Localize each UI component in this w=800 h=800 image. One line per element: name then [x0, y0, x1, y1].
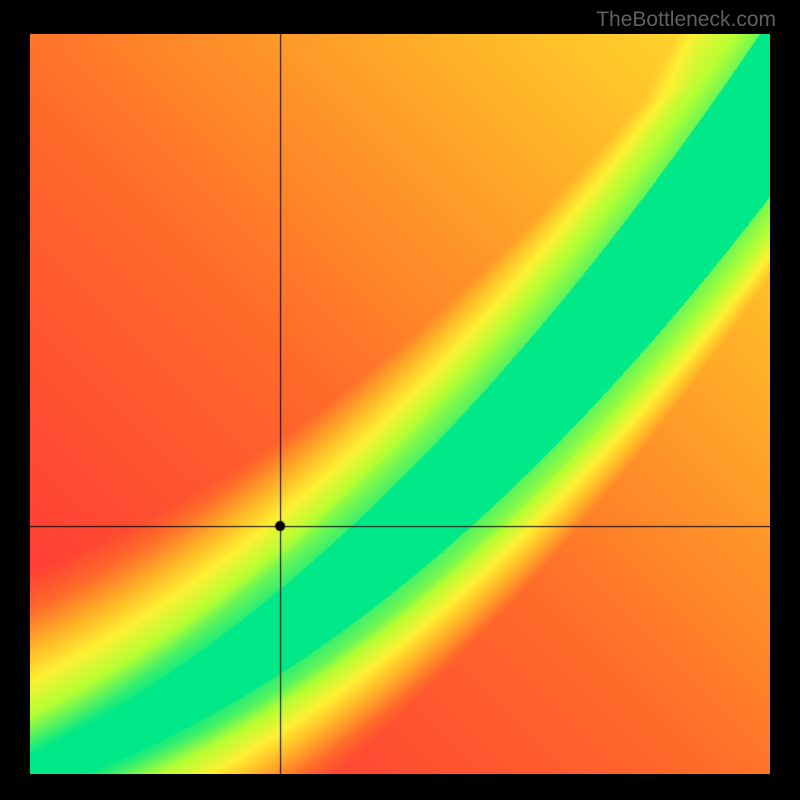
heatmap-canvas: [30, 34, 770, 774]
chart-container: TheBottleneck.com: [0, 0, 800, 800]
watermark-text: TheBottleneck.com: [596, 8, 776, 32]
heatmap-plot: [30, 34, 770, 774]
